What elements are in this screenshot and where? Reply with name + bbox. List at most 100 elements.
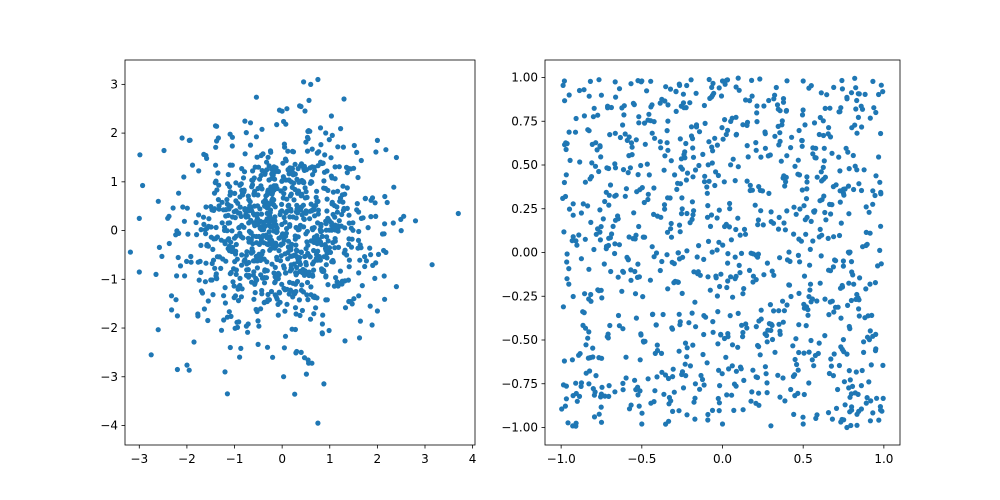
scatter-point xyxy=(237,275,243,281)
scatter-point xyxy=(254,154,260,160)
scatter-point xyxy=(820,132,827,139)
scatter-point xyxy=(716,408,722,414)
scatter-point xyxy=(716,239,722,245)
scatter-point xyxy=(589,160,595,166)
scatter-point xyxy=(309,146,315,152)
scatter-point xyxy=(281,118,287,125)
scatter-point xyxy=(304,194,310,200)
scatter-point xyxy=(608,268,614,275)
scatter-point xyxy=(382,296,388,302)
scatter-point xyxy=(829,150,835,156)
scatter-point xyxy=(570,234,576,240)
scatter-point xyxy=(830,373,837,379)
scatter-point xyxy=(806,349,812,355)
scatter-point xyxy=(170,205,176,211)
scatter-point xyxy=(297,163,303,169)
scatter-point xyxy=(694,254,700,260)
scatter-point xyxy=(668,234,675,240)
scatter-point xyxy=(658,214,664,220)
scatter-point xyxy=(684,412,690,418)
scatter-point xyxy=(335,244,342,250)
scatter-point xyxy=(840,263,847,269)
scatter-point xyxy=(867,328,873,334)
scatter-point xyxy=(880,89,886,95)
scatter-point xyxy=(856,313,862,319)
scatter-point xyxy=(822,105,828,111)
scatter-point xyxy=(854,422,860,428)
scatter-point xyxy=(863,286,869,292)
scatter-point xyxy=(225,171,231,178)
scatter-point xyxy=(788,145,794,151)
scatter-point xyxy=(159,253,165,259)
scatter-point xyxy=(563,172,569,178)
scatter-point xyxy=(845,249,852,255)
scatter-point xyxy=(788,293,794,300)
scatter-point xyxy=(744,325,750,331)
scatter-point xyxy=(239,252,245,258)
scatter-point xyxy=(623,354,629,360)
scatter-point xyxy=(718,93,725,99)
scatter-point xyxy=(632,268,638,275)
scatter-point xyxy=(736,87,742,93)
scatter-point xyxy=(336,164,342,170)
scatter-point xyxy=(623,375,629,381)
scatter-point xyxy=(232,190,238,196)
scatter-point xyxy=(598,154,604,160)
scatter-point xyxy=(247,203,253,209)
scatter-point xyxy=(211,207,217,213)
scatter-point xyxy=(684,248,690,254)
scatter-point xyxy=(166,213,172,219)
scatter-point xyxy=(691,208,697,214)
scatter-point xyxy=(854,97,860,104)
scatter-point xyxy=(737,364,744,370)
scatter-point xyxy=(274,122,280,128)
scatter-point xyxy=(859,367,865,374)
scatter-point xyxy=(784,257,791,263)
scatter-point xyxy=(723,354,729,360)
scatter-point xyxy=(292,391,298,397)
scatter-point xyxy=(698,372,704,379)
scatter-point xyxy=(219,199,225,205)
scatter-point xyxy=(262,268,268,274)
scatter-point xyxy=(831,351,837,357)
scatter-point xyxy=(325,282,331,288)
scatter-point xyxy=(296,179,302,185)
scatter-point xyxy=(332,236,338,242)
scatter-point xyxy=(709,249,715,255)
scatter-point xyxy=(728,162,734,168)
scatter-point xyxy=(281,265,287,271)
scatter-point xyxy=(301,180,307,186)
scatter-point xyxy=(633,387,639,393)
scatter-point xyxy=(709,407,716,413)
scatter-point xyxy=(287,223,293,229)
scatter-point xyxy=(678,211,685,217)
scatter-point xyxy=(337,195,344,201)
scatter-point xyxy=(281,141,287,147)
scatter-point xyxy=(844,424,850,431)
scatter-point xyxy=(276,289,282,295)
scatter-point xyxy=(722,223,728,230)
scatter-point xyxy=(817,280,823,286)
scatter-point xyxy=(804,174,810,180)
scatter-point xyxy=(784,153,790,159)
scatter-point xyxy=(315,420,321,426)
scatter-point xyxy=(716,85,722,91)
scatter-point xyxy=(866,379,872,385)
scatter-point xyxy=(780,319,786,325)
scatter-point xyxy=(864,395,870,401)
scatter-point xyxy=(275,301,281,307)
scatter-point xyxy=(238,181,244,187)
scatter-point xyxy=(815,350,821,357)
scatter-point xyxy=(649,311,656,318)
scatter-point xyxy=(793,336,799,342)
scatter-point xyxy=(687,100,693,106)
scatter-point xyxy=(731,407,737,413)
scatter-point xyxy=(346,264,352,270)
scatter-point xyxy=(288,262,294,268)
scatter-point xyxy=(733,383,739,389)
scatter-point xyxy=(281,214,287,221)
scatter-point xyxy=(841,417,847,423)
scatter-point xyxy=(327,249,334,255)
scatter-point xyxy=(215,197,221,203)
scatter-point xyxy=(601,261,607,267)
